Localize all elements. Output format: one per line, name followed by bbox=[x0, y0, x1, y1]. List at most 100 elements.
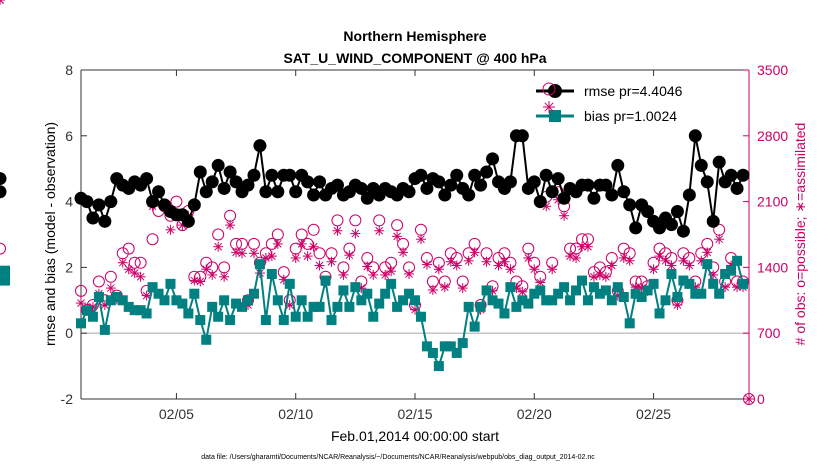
bias-point bbox=[344, 301, 355, 312]
bias-point bbox=[207, 301, 218, 312]
data-file-footnote: data file: /Users/gharamti/Documents/NCA… bbox=[201, 454, 595, 461]
assimilated-obs-point bbox=[225, 220, 236, 231]
assimilated-obs-point bbox=[374, 225, 385, 236]
assimilated-obs-point bbox=[123, 264, 134, 275]
rmse-point bbox=[0, 172, 7, 186]
y-tick-label-left: 4 bbox=[65, 194, 73, 210]
assimilated-obs-point bbox=[398, 247, 409, 258]
assimilated-obs-point bbox=[439, 282, 450, 293]
bias-point bbox=[76, 318, 86, 329]
bias-point bbox=[332, 301, 343, 312]
possible-obs-point bbox=[75, 284, 87, 297]
possible-obs-point bbox=[331, 214, 344, 227]
bias-point bbox=[380, 288, 391, 299]
assimilated-obs-point bbox=[499, 256, 510, 267]
possible-obs-point bbox=[92, 275, 105, 288]
assimilated-obs-point bbox=[421, 259, 432, 270]
bias-point bbox=[135, 305, 146, 316]
bias-point bbox=[600, 285, 611, 296]
x-tick-label: 02/20 bbox=[517, 406, 552, 422]
possible-obs-point bbox=[146, 233, 159, 246]
assimilated-obs-point bbox=[350, 228, 361, 239]
bias-point bbox=[296, 295, 307, 306]
rmse-point bbox=[86, 211, 100, 225]
bias-point bbox=[499, 308, 510, 319]
rmse-point bbox=[92, 198, 106, 212]
possible-obs-point bbox=[212, 228, 225, 241]
assimilated-obs-point bbox=[290, 253, 301, 263]
bias-point bbox=[326, 315, 337, 326]
possible-obs-point bbox=[134, 256, 147, 269]
legend-assimilated-marker bbox=[543, 101, 555, 113]
rmse-point bbox=[354, 181, 368, 195]
assimilated-obs-point bbox=[666, 260, 677, 271]
bias-point bbox=[99, 324, 110, 335]
bias-point bbox=[487, 295, 498, 306]
assimilated-obs-point bbox=[237, 248, 248, 259]
rmse-point bbox=[527, 175, 541, 189]
bias-point bbox=[511, 301, 522, 312]
assimilated-obs-point bbox=[565, 251, 576, 262]
bias-point bbox=[582, 295, 593, 306]
possible-obs-point bbox=[271, 228, 284, 241]
possible-obs-point bbox=[373, 214, 386, 227]
possible-obs-point bbox=[0, 242, 6, 255]
rmse-point bbox=[641, 204, 655, 218]
bias-point bbox=[678, 275, 689, 286]
bias-point bbox=[726, 265, 737, 276]
rmse-point bbox=[653, 221, 667, 235]
rmse-point bbox=[486, 152, 500, 166]
bias-point bbox=[421, 341, 432, 352]
y-tick-label-left: 0 bbox=[65, 325, 73, 341]
bias-point bbox=[535, 285, 546, 296]
rmse-point bbox=[289, 185, 303, 199]
bias-point bbox=[565, 295, 576, 306]
legend-bias-marker bbox=[549, 110, 561, 122]
assimilated-obs-point bbox=[308, 241, 319, 252]
assimilated-obs-point bbox=[135, 271, 146, 282]
assimilated-obs-point bbox=[678, 255, 689, 266]
chart-subtitle: SAT_U_WIND_COMPONENT @ 400 hPa bbox=[283, 50, 546, 66]
rmse-point bbox=[629, 221, 643, 235]
assimilated-obs-point bbox=[386, 266, 397, 277]
assimilated-obs-point bbox=[302, 251, 313, 262]
rmse-point bbox=[265, 168, 279, 182]
bias-point bbox=[111, 292, 122, 303]
assimilated-obs-point bbox=[362, 261, 373, 272]
bias-point bbox=[0, 265, 10, 276]
bias-point bbox=[505, 282, 516, 293]
bias-point bbox=[81, 305, 92, 316]
rmse-point bbox=[670, 204, 684, 218]
bias-point bbox=[702, 259, 713, 270]
rmse-point bbox=[307, 188, 321, 202]
x-tick-label: 02/05 bbox=[159, 406, 194, 422]
assimilated-obs-point bbox=[213, 241, 224, 252]
rmse-point bbox=[199, 185, 213, 199]
possible-obs-point bbox=[391, 219, 404, 232]
bias-point bbox=[630, 288, 641, 299]
rmse-line bbox=[80, 134, 744, 232]
bias-point bbox=[415, 311, 426, 322]
rmse-point bbox=[599, 178, 613, 192]
x-axis-label: Feb.01,2014 00:00:00 start bbox=[331, 428, 499, 444]
bias-point bbox=[320, 275, 331, 286]
bias-point bbox=[410, 295, 420, 306]
bias-point bbox=[493, 298, 504, 309]
y-tick-label-left: 6 bbox=[65, 128, 73, 144]
zero-obs-marker bbox=[743, 393, 755, 405]
y-tick-label-left: 2 bbox=[65, 259, 73, 275]
rmse-point bbox=[503, 175, 517, 189]
bias-point bbox=[433, 361, 444, 372]
rmse-point bbox=[688, 129, 702, 143]
bias-point bbox=[445, 341, 456, 352]
bias-point bbox=[571, 285, 582, 296]
bias-point bbox=[117, 295, 128, 306]
bias-point bbox=[93, 292, 104, 303]
assimilated-obs-point bbox=[600, 271, 611, 282]
assimilated-obs-point bbox=[523, 253, 534, 263]
assimilated-obs-point bbox=[547, 264, 558, 275]
bias-point bbox=[666, 268, 677, 279]
bias-point bbox=[225, 315, 236, 326]
bias-point bbox=[457, 338, 468, 349]
